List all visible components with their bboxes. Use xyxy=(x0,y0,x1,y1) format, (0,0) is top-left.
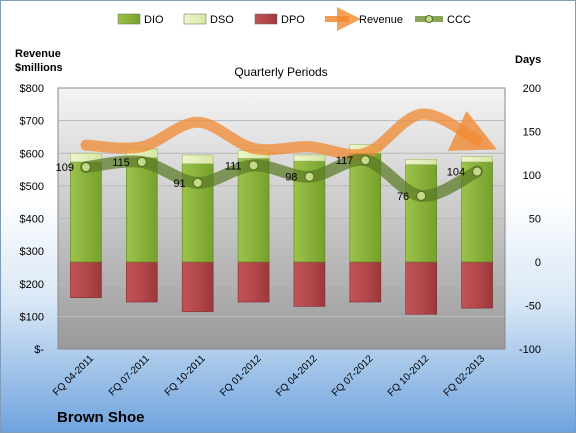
ccc-data-label: 98 xyxy=(285,172,297,184)
right-tick-label: 150 xyxy=(523,127,541,139)
right-axis-label: Days xyxy=(515,54,541,66)
legend-label-revenue: Revenue xyxy=(359,14,403,26)
x-tick-label: FQ 10-2012 xyxy=(386,353,432,399)
ccc-point xyxy=(136,156,147,167)
legend-label-dso: DSO xyxy=(210,14,234,26)
x-tick-label: FQ 01-2012 xyxy=(218,353,264,399)
left-tick-label: $300 xyxy=(20,246,44,258)
dpo-bar xyxy=(405,261,437,315)
left-tick-label: $400 xyxy=(20,214,44,226)
revenue-line xyxy=(80,108,497,161)
dio-bar xyxy=(237,158,270,263)
ccc-point xyxy=(416,190,427,201)
left-tick-label: $200 xyxy=(20,279,44,291)
legend: DIO DSO DPO Revenue CCC xyxy=(117,7,471,31)
dpo-bar xyxy=(70,261,102,298)
right-axis-ticks: -100 -50 0 50 100 150 200 xyxy=(519,83,541,356)
dpo-bar xyxy=(461,261,493,309)
right-tick-label: 100 xyxy=(523,170,541,182)
ccc-data-label: 117 xyxy=(336,155,354,167)
right-tick-label: 50 xyxy=(529,214,541,226)
x-tick-label: FQ 10-2011 xyxy=(163,353,208,398)
revenue-series xyxy=(80,108,497,161)
right-tick-label: 200 xyxy=(523,83,541,95)
x-tick-label: FQ 07-2012 xyxy=(330,353,376,399)
ccc-point xyxy=(304,171,315,182)
x-tick-label: FQ 04-2011 xyxy=(51,353,96,398)
ccc-data-label: 115 xyxy=(112,157,130,169)
dpo-bar xyxy=(126,261,158,303)
x-tick-label: FQ 07-2011 xyxy=(107,353,152,398)
left-tick-label: $800 xyxy=(20,83,44,95)
legend-swatch-ccc-point xyxy=(425,15,433,23)
dpo-bar xyxy=(293,261,326,307)
dpo-bar xyxy=(349,261,382,303)
x-tick-label: FQ 02-2013 xyxy=(442,353,488,399)
right-tick-label: 0 xyxy=(535,257,541,269)
company-name: Brown Shoe xyxy=(57,409,145,426)
ccc-point xyxy=(472,166,483,177)
right-tick-label: -50 xyxy=(525,301,541,313)
legend-label-dio: DIO xyxy=(144,14,164,26)
legend-swatch-dio xyxy=(117,13,141,25)
ccc-point xyxy=(248,160,259,171)
ccc-data-label: 104 xyxy=(447,167,465,179)
dpo-bar xyxy=(237,261,270,303)
dso-bar xyxy=(461,156,493,163)
ccc-point xyxy=(80,162,91,173)
dio-bar xyxy=(405,164,437,263)
right-tick-label: -100 xyxy=(519,344,541,356)
left-tick-label: $100 xyxy=(20,311,44,323)
chart-title: Quarterly Periods xyxy=(234,65,327,79)
left-tick-label: $700 xyxy=(20,116,44,128)
x-tick-label: FQ 04-2012 xyxy=(274,353,320,399)
left-tick-label: $600 xyxy=(20,148,44,160)
ccc-data-label: 109 xyxy=(56,162,74,174)
dso-bar xyxy=(181,154,214,164)
ccc-data-label: 91 xyxy=(173,178,185,190)
dpo-bar xyxy=(181,261,214,312)
left-tick-label: $500 xyxy=(20,181,44,193)
legend-swatch-dpo xyxy=(254,13,278,25)
ccc-data-label: 76 xyxy=(397,191,409,203)
dso-bar xyxy=(405,159,437,165)
legend-label-dpo: DPO xyxy=(281,14,305,26)
left-axis-label-line2: $millions xyxy=(15,62,63,74)
dio-bar xyxy=(70,161,102,263)
ccc-point xyxy=(360,155,371,166)
legend-swatch-dso xyxy=(183,13,207,25)
ccc-series: 109 115 91 111 98 117 76 104 xyxy=(56,153,484,203)
dio-bar xyxy=(126,157,158,263)
left-tick-label: $- xyxy=(34,344,44,356)
legend-label-ccc: CCC xyxy=(447,14,471,26)
left-axis-label-line1: Revenue xyxy=(15,48,61,60)
left-axis-ticks: $- $100 $200 $300 $400 $500 $600 $700 $800 xyxy=(20,83,45,356)
ccc-point xyxy=(192,177,203,188)
dso-bar xyxy=(293,154,326,162)
ccc-data-label: 111 xyxy=(225,160,242,172)
x-axis-ticks: FQ 04-2011 FQ 07-2011 FQ 10-2011 FQ 01-2012… xyxy=(51,353,487,399)
